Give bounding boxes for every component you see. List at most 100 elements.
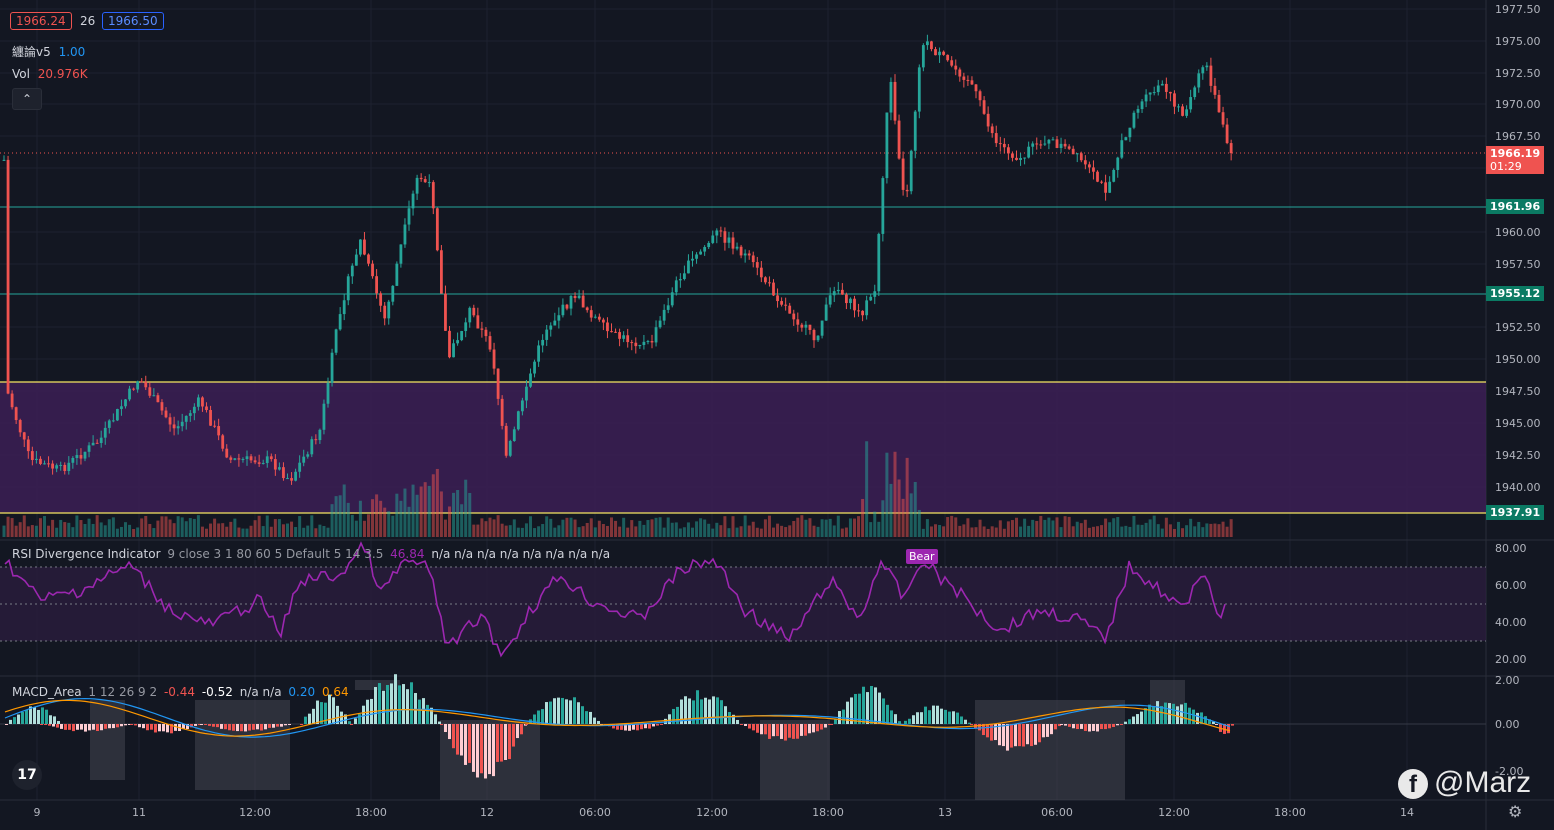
macd-histogram-bar <box>57 720 60 724</box>
candle-body <box>828 295 832 305</box>
ask-price-badge[interactable]: 1966.50 <box>102 12 164 30</box>
volume-bar <box>221 523 225 537</box>
macd-histogram-bar <box>533 714 536 724</box>
macd-axis-label: -2.00 <box>1495 765 1523 778</box>
candle-body <box>545 329 549 340</box>
candle-body <box>1015 157 1018 160</box>
bid-price-badge[interactable]: 1966.24 <box>10 12 72 30</box>
candle-body <box>431 182 435 209</box>
volume-bar <box>205 528 208 537</box>
macd-histogram-bar <box>834 718 837 724</box>
candle-body <box>1181 106 1184 116</box>
volume-bar <box>1225 526 1229 537</box>
candle-body <box>516 411 520 430</box>
candle-body <box>164 410 168 418</box>
macd-histogram-bar <box>204 724 207 725</box>
volume-bar <box>496 515 500 537</box>
macd-histogram-bar <box>390 683 393 724</box>
macd-histogram-bar <box>200 724 203 725</box>
volume-bar <box>929 526 933 537</box>
chan-indicator-legend[interactable]: 纏論v5 1.00 <box>12 43 85 60</box>
volume-legend[interactable]: Vol 20.976K <box>12 67 88 81</box>
volume-bar <box>115 528 119 537</box>
volume-bar <box>87 518 91 537</box>
candle-body <box>1221 112 1225 125</box>
macd-histogram-bar <box>1156 701 1159 724</box>
macd-histogram-bar <box>932 705 935 724</box>
macd-histogram-bar <box>569 700 572 724</box>
volume-bar <box>22 515 26 537</box>
macd-histogram-bar <box>1096 724 1099 732</box>
volume-bar <box>1059 527 1063 537</box>
macd-histogram-bar <box>537 710 540 724</box>
candle-body <box>711 235 715 243</box>
price-axis-label: 1975.00 <box>1495 35 1541 48</box>
candle-body <box>427 182 431 184</box>
macd-histogram-bar <box>1188 707 1191 724</box>
macd-histogram-bar <box>1072 724 1075 729</box>
tradingview-logo-icon[interactable]: 17 <box>12 760 42 790</box>
candle-body <box>909 150 913 192</box>
volume-bar <box>881 500 885 537</box>
candle-body <box>1132 112 1136 128</box>
macd-histogram-bar <box>248 724 251 731</box>
volume-bar <box>593 527 597 537</box>
volume-bar <box>67 522 71 537</box>
macd-histogram-bar <box>948 711 951 724</box>
candle-body <box>476 315 480 329</box>
volume-bar <box>974 527 978 537</box>
volume-bar <box>241 528 245 537</box>
volume-bar <box>682 527 686 537</box>
macd-histogram-bar <box>660 724 663 725</box>
macd-histogram-bar <box>158 724 161 732</box>
macd-legend[interactable]: MACD_Area 1 12 26 9 2 -0.44 -0.52 n/a n/… <box>12 685 349 699</box>
macd-histogram-bar <box>581 706 584 724</box>
bar-countdown: 01:29 <box>1490 160 1522 173</box>
candle-body <box>1075 153 1079 155</box>
macd-histogram-bar <box>1092 724 1095 731</box>
volume-bar <box>1104 518 1108 537</box>
candle-body <box>152 395 156 397</box>
volume-bar <box>508 525 512 537</box>
volume-bar <box>966 518 970 537</box>
macd-histogram-bar <box>264 724 267 730</box>
volume-bar <box>1067 516 1071 537</box>
candle-body <box>334 329 338 353</box>
macd-histogram-bar <box>904 720 907 724</box>
time-axis-label: 12:00 <box>1158 806 1190 819</box>
price-axis-label: 1960.00 <box>1495 226 1541 239</box>
candle-body <box>1039 144 1043 146</box>
rsi-legend[interactable]: RSI Divergence Indicator 9 close 3 1 80 … <box>12 547 610 561</box>
volume-bar <box>1193 526 1197 537</box>
volume-bar <box>387 511 391 537</box>
gear-icon[interactable]: ⚙ <box>1508 802 1523 821</box>
candle-body <box>816 335 820 341</box>
macd-histogram-bar <box>908 718 911 724</box>
collapse-legend-button[interactable]: ⌃ <box>12 88 42 110</box>
volume-bar <box>723 516 727 537</box>
macd-histogram-bar <box>1116 724 1119 726</box>
macd-histogram-bar <box>573 697 576 724</box>
volume-bar <box>1189 518 1193 537</box>
volume-bar <box>99 522 103 537</box>
macd-histogram-bar <box>358 714 361 724</box>
volume-bar <box>824 519 828 537</box>
volume-bar <box>788 525 792 537</box>
macd-histogram-bar <box>422 698 425 724</box>
candle-body <box>962 76 966 80</box>
time-axis-label: 11 <box>132 806 146 819</box>
volume-bar <box>715 522 719 537</box>
candle-body <box>618 332 621 339</box>
volume-bar <box>678 528 682 537</box>
volume-bar <box>804 519 808 537</box>
candle-body <box>338 314 342 330</box>
macd-histogram-bar <box>696 690 699 724</box>
macd-histogram-bar <box>284 724 287 726</box>
volume-bar <box>893 451 897 537</box>
volume-bar <box>172 523 176 537</box>
macd-histogram-bar <box>577 702 580 724</box>
volume-bar <box>840 528 844 537</box>
candle-body <box>658 320 662 328</box>
macd-histogram-bar <box>272 724 275 728</box>
